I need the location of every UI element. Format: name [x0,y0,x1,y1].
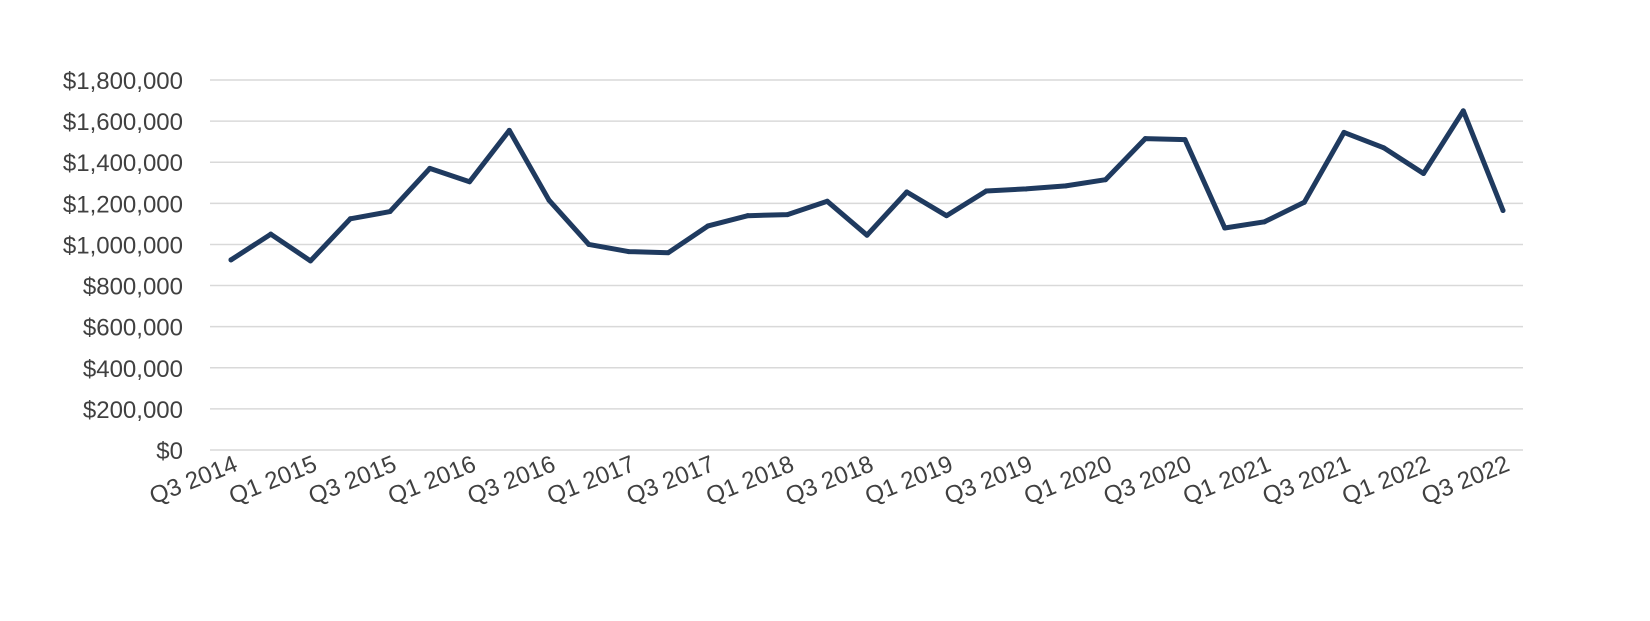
data-point [745,213,751,219]
y-tick-label: $1,000,000 [63,232,183,259]
x-tick-label: Q3 2021 [1259,451,1354,511]
x-tick-label: Q1 2018 [702,451,797,511]
y-axis-ticks: $0 $200,000 $400,000 $600,000 $800,000 $1,000… [63,68,183,465]
data-point [427,165,433,171]
data-point [1222,225,1228,231]
data-point [228,257,234,263]
data-point [626,249,631,255]
data-point [1381,145,1387,151]
data-point [347,216,353,222]
data-point [665,250,671,256]
x-tick-label: Q1 2020 [1020,451,1115,511]
y-tick-label: $600,000 [83,315,183,342]
data-point [308,258,313,264]
data-point [1301,199,1307,205]
data-point [1262,219,1267,225]
y-tick-label: $800,000 [83,274,183,301]
x-tick-label: Q3 2018 [782,451,877,511]
y-tick-label: $200,000 [83,397,183,424]
data-point [983,188,989,194]
x-tick-label: Q3 2017 [623,451,718,511]
x-tick-label: Q1 2019 [861,451,956,511]
series-layer [228,108,1506,264]
gridlines [210,79,1523,451]
data-point [1182,137,1188,143]
y-tick-label: $1,400,000 [63,150,183,177]
x-tick-label: Q1 2022 [1338,451,1433,511]
x-tick-label: Q1 2017 [543,451,638,511]
data-point [864,232,870,238]
x-tick-label: Q3 2015 [305,451,400,511]
data-point [944,213,949,219]
data-point [387,209,393,215]
y-tick-label: $1,600,000 [63,109,183,136]
data-point [705,223,711,229]
y-tick-label: $400,000 [83,356,183,383]
data-point [785,212,790,218]
x-tick-label: Q1 2021 [1179,451,1274,511]
data-point [467,179,472,185]
x-tick-label: Q1 2015 [225,451,320,511]
data-point [1500,208,1506,214]
x-tick-label: Q1 2016 [384,451,479,511]
data-point [268,231,274,237]
x-tick-label: Q3 2016 [464,451,559,511]
data-point [1421,171,1426,177]
data-point [824,198,830,204]
x-tick-label: Q3 2019 [941,451,1036,511]
data-point [506,127,512,133]
data-point [1460,108,1466,114]
data-point [1103,177,1108,183]
data-point [586,241,592,247]
data-point [1023,186,1029,192]
y-tick-label: $1,800,000 [63,68,183,95]
series-line [228,108,1506,264]
data-point [1142,136,1148,142]
x-tick-label: Q3 2020 [1100,451,1195,511]
y-tick-label: $1,200,000 [63,191,183,218]
data-point [1341,129,1347,135]
data-point [904,189,910,195]
y-tick-label: $0 [156,438,183,465]
data-point [546,197,552,203]
x-tick-label: Q3 2022 [1418,451,1513,511]
data-point [1063,183,1069,189]
